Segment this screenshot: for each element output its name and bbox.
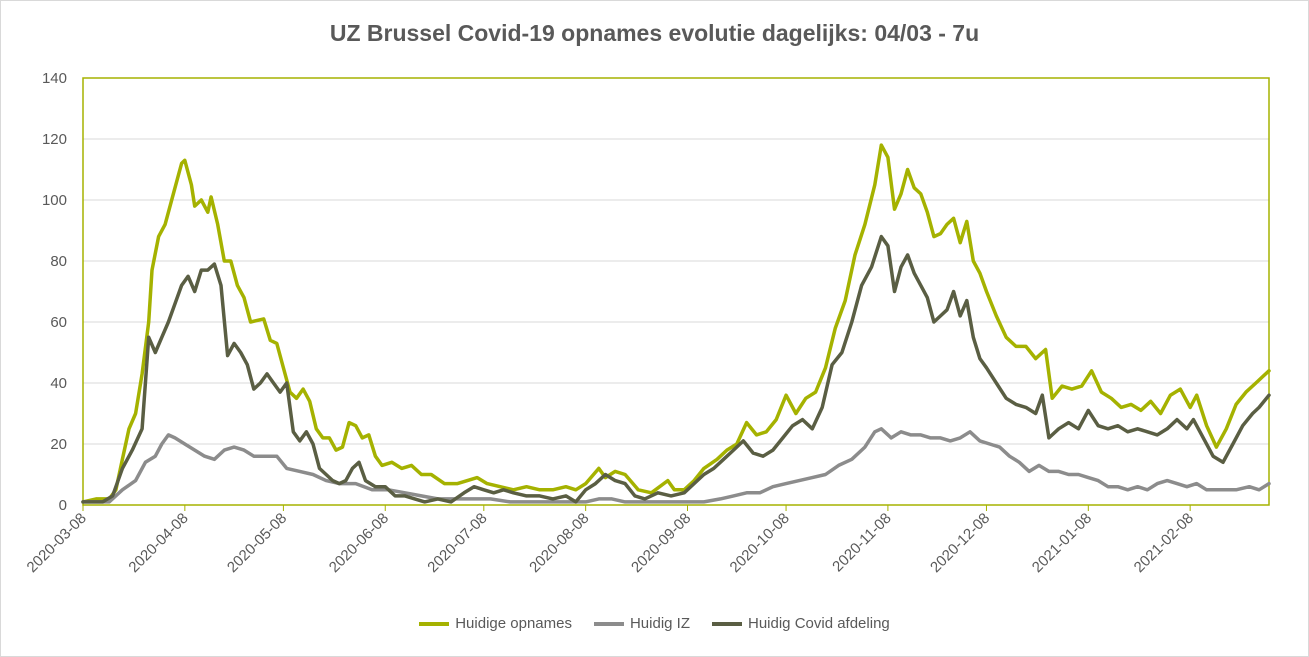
x-tick-label-3: 2020-06-08 xyxy=(326,510,392,576)
y-tick-label-5: 100 xyxy=(42,192,67,209)
legend-label-2: Huidig Covid afdeling xyxy=(748,615,890,632)
legend-item-1: Huidig IZ xyxy=(593,615,690,632)
chart-title: UZ Brussel Covid-19 opnames evolutie dag… xyxy=(329,20,980,46)
legend-label-1: Huidig IZ xyxy=(629,615,690,632)
series-line-2 xyxy=(81,234,1271,504)
x-tick-label-8: 2020-11-08 xyxy=(829,510,894,575)
x-tick-label-9: 2020-12-08 xyxy=(927,510,993,576)
legend-item-0: Huidige opnames xyxy=(419,615,572,632)
legend-swatch-1 xyxy=(593,621,624,626)
plot-area-border xyxy=(82,77,1270,506)
series-line-0 xyxy=(81,143,1271,504)
y-tick-label-7: 140 xyxy=(42,70,67,87)
x-tick-label-5: 2020-08-08 xyxy=(526,510,592,576)
series-line-1 xyxy=(81,427,1271,504)
x-tick-label-11: 2021-02-08 xyxy=(1131,510,1197,576)
y-tick-label-2: 40 xyxy=(50,375,67,392)
x-tick-label-4: 2020-07-08 xyxy=(424,510,490,576)
x-tick-label-6: 2020-09-08 xyxy=(628,510,694,576)
legend-swatch-0 xyxy=(419,621,450,626)
y-tick-label-1: 20 xyxy=(50,436,67,453)
legend-label-0: Huidige opnames xyxy=(455,615,572,632)
y-tick-label-3: 60 xyxy=(50,314,67,331)
y-tick-label-0: 0 xyxy=(59,497,67,514)
y-tick-label-6: 120 xyxy=(42,131,67,148)
legend-swatch-2 xyxy=(712,621,742,626)
x-tick-label-2: 2020-05-08 xyxy=(224,510,290,576)
chart-legend: Huidige opnames Huidig IZ Huidig Covid afd… xyxy=(0,615,1309,632)
x-tick-label-10: 2021-01-08 xyxy=(1029,510,1095,576)
x-tick-label-1: 2020-04-08 xyxy=(125,510,191,576)
legend-item-2: Huidig Covid afdeling xyxy=(712,615,890,632)
y-tick-label-4: 80 xyxy=(50,253,67,270)
x-tick-label-7: 2020-10-08 xyxy=(727,510,793,576)
x-tick-label-0: 2020-03-08 xyxy=(24,510,90,576)
